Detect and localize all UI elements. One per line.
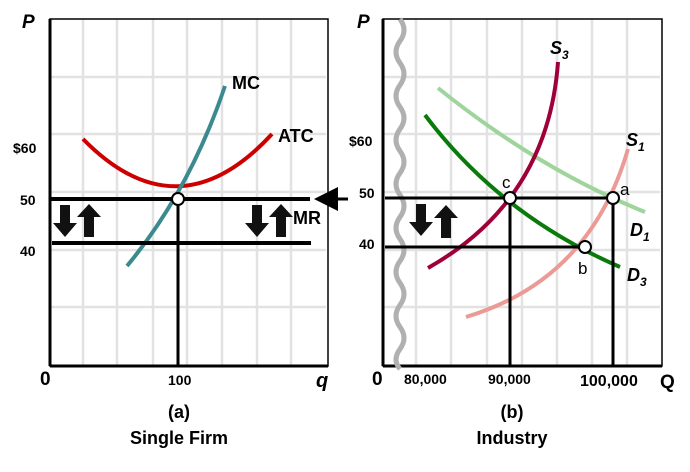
mc-label: MC [232, 73, 260, 93]
panel-a-y-label: P [22, 12, 35, 33]
up-arrow-icon [434, 205, 458, 238]
down-arrow-icon [409, 204, 433, 236]
panel-b-tick-90000: 90,000 [488, 371, 531, 387]
firm-equilibrium-point [171, 192, 185, 206]
up-arrow-icon [77, 204, 101, 237]
up-arrow-icon [269, 204, 293, 237]
panel-a-x-label: q [316, 370, 328, 392]
panel-b-tick-40: 40 [359, 236, 375, 252]
d1-label: D1 [630, 220, 650, 244]
atc-curve [81, 132, 274, 189]
panel-b-tick-60: $60 [349, 133, 373, 149]
panel-a-grid [50, 19, 326, 366]
s3-label: S3 [550, 38, 569, 62]
point-c [503, 191, 517, 205]
s1-curve [465, 148, 630, 319]
mr-label: MR [293, 208, 321, 228]
panel-b-tick-50: 50 [359, 185, 375, 201]
panel-b-y-label: P [357, 12, 370, 33]
axis-break-squiggle [393, 17, 407, 371]
panel-a-caption-letter: (a) [168, 402, 190, 422]
panel-a-origin: 0 [40, 369, 51, 390]
panel-b-caption-letter: (b) [501, 402, 524, 422]
point-c-label: c [502, 173, 511, 192]
panel-b-industry: P $60 50 40 0 80,000 90,000 100,000 Q S3… [349, 12, 675, 448]
panel-a-single-firm: P $60 50 40 0 100 q MC ATC MR (a) Single… [13, 12, 329, 448]
point-a-label: a [620, 180, 630, 199]
point-a [606, 191, 620, 205]
panel-b-caption-title: Industry [476, 428, 547, 448]
panel-a-tick-50: 50 [20, 192, 36, 208]
point-b [578, 240, 592, 254]
panel-b-grid [383, 19, 660, 366]
panel-a-tick-40: 40 [20, 243, 36, 259]
atc-label: ATC [278, 126, 314, 146]
mc-curve [125, 85, 227, 268]
panel-a-tick-60: $60 [13, 140, 37, 156]
panel-b-tick-100000: 100,000 [580, 373, 638, 390]
down-arrow-icon [53, 205, 77, 237]
point-b-label: b [578, 259, 587, 278]
panel-a-tick-100: 100 [168, 372, 192, 388]
down-arrow-icon [245, 205, 269, 237]
panel-b-x-label: Q [660, 372, 675, 393]
s1-label: S1 [626, 130, 645, 154]
panel-a-caption-title: Single Firm [130, 428, 228, 448]
panel-b-origin: 0 [372, 369, 383, 390]
panel-b-tick-80000: 80,000 [404, 371, 447, 387]
d3-label: D3 [627, 265, 647, 289]
s3-curve [427, 61, 560, 270]
